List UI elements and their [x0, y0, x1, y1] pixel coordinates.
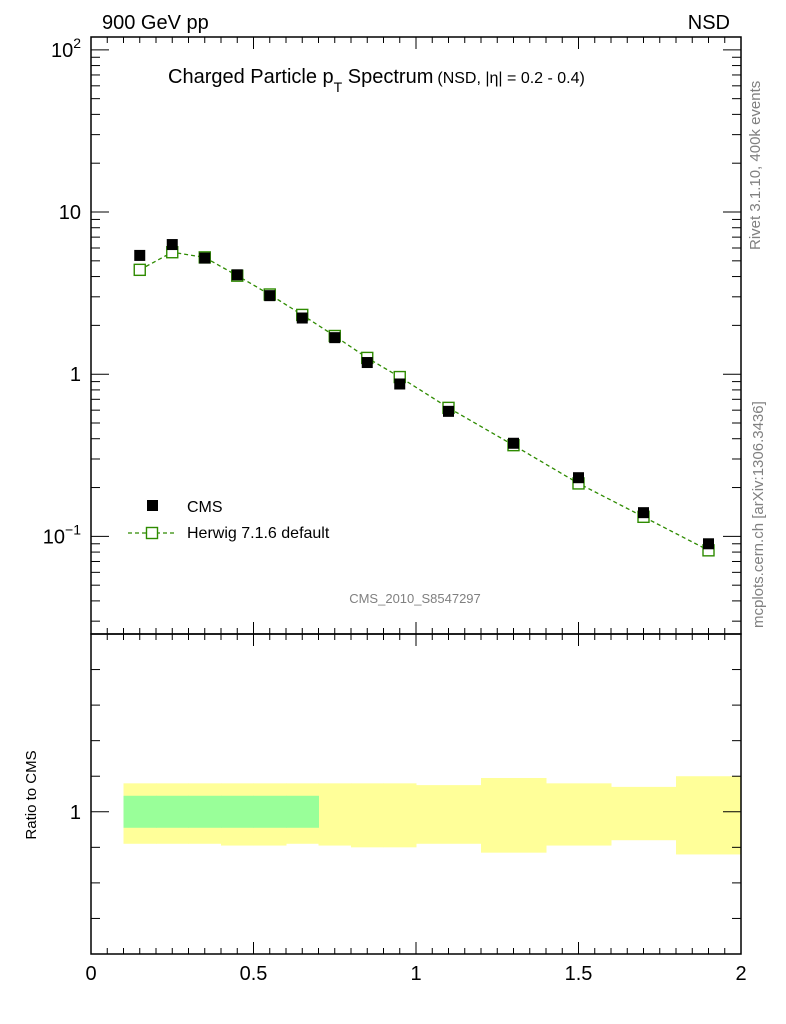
x-tick-label: 0.5 — [240, 963, 268, 985]
cms-point — [199, 252, 211, 264]
cms-point — [573, 472, 584, 484]
ratio-inner-band-bin — [286, 795, 319, 828]
ratio-outer-band-bin — [416, 785, 482, 844]
y-tick-label: 10 — [59, 202, 81, 224]
y-tick-label: 102 — [51, 35, 81, 62]
mcplots-label: mcplots.cern.ch [arXiv:1306.3436] — [750, 401, 767, 628]
ratio-outer-band-bin — [676, 776, 742, 855]
ratio-outer-band-bin — [546, 783, 612, 846]
title-main-rest: Spectrum — [342, 66, 433, 88]
y-tick-label: 1 — [70, 364, 81, 386]
ratio-outer-band-bin — [318, 783, 352, 846]
x-tick-label: 2 — [735, 963, 746, 985]
rivet-label: Rivet 3.1.10, 400k events — [747, 81, 764, 250]
x-tick-label: 1.5 — [565, 963, 593, 985]
cms-point — [166, 239, 178, 251]
cms-point — [703, 538, 714, 550]
ratio-inner-band-bin — [253, 795, 287, 828]
header-left-label: 900 GeV pp — [102, 12, 209, 34]
x-tick-label: 1 — [410, 963, 421, 985]
ratio-y-tick-label: 1 — [70, 802, 81, 824]
ratio-outer-band-bin — [383, 783, 417, 848]
legend: CMS Herwig 7.1.6 default — [128, 499, 330, 542]
herwig-point — [133, 263, 146, 277]
title-main: Charged Particle p — [168, 66, 334, 88]
cms-point — [394, 378, 406, 390]
cms-point — [264, 290, 276, 302]
cms-point — [361, 357, 373, 369]
cms-point — [508, 437, 519, 449]
y-tick-label: 10−1 — [43, 521, 81, 548]
title-qualifier: (NSD, |η| = 0.2 - 0.4) — [437, 70, 584, 87]
analysis-watermark: CMS_2010_S8547297 — [349, 591, 481, 606]
ratio-inner-band-bin — [156, 795, 189, 828]
y-axis-tick-labels: 102 10 1 10−1 — [43, 35, 81, 549]
legend-cms-label: CMS — [187, 499, 223, 516]
title-subscript: T — [334, 79, 343, 95]
cms-point — [134, 249, 146, 261]
cms-point — [296, 312, 308, 324]
main-plot-frame — [90, 36, 742, 635]
cms-point — [638, 507, 649, 519]
herwig-line — [139, 251, 709, 551]
ratio-y-axis-label: Ratio to CMS — [23, 750, 40, 839]
ratio-outer-band-bin — [351, 783, 384, 848]
legend-herwig-marker — [145, 526, 159, 540]
legend-herwig-label: Herwig 7.1.6 default — [187, 525, 330, 542]
cms-point — [329, 332, 341, 344]
x-axis-ticks — [90, 37, 742, 954]
ratio-outer-band-bin — [611, 786, 677, 841]
header-right-label: NSD — [688, 12, 730, 34]
legend-cms-marker — [147, 500, 158, 511]
x-axis-tick-labels: 0 0.5 1 1.5 2 — [85, 963, 746, 985]
cms-series — [134, 239, 714, 550]
x-tick-label: 0 — [85, 963, 96, 985]
cms-point — [231, 269, 243, 281]
ratio-inner-band-bin — [221, 795, 254, 828]
ratio-bands — [123, 776, 742, 855]
ratio-inner-band-bin — [123, 795, 157, 828]
cms-point — [443, 405, 454, 417]
y-axis-ticks — [91, 49, 741, 622]
ratio-outer-band-bin — [481, 778, 547, 853]
ratio-inner-band-bin — [188, 795, 222, 828]
ratio-axis-ticks: 1 — [70, 633, 741, 955]
plot-title: Charged Particle pT Spectrum (NSD, |η| = … — [168, 66, 585, 95]
